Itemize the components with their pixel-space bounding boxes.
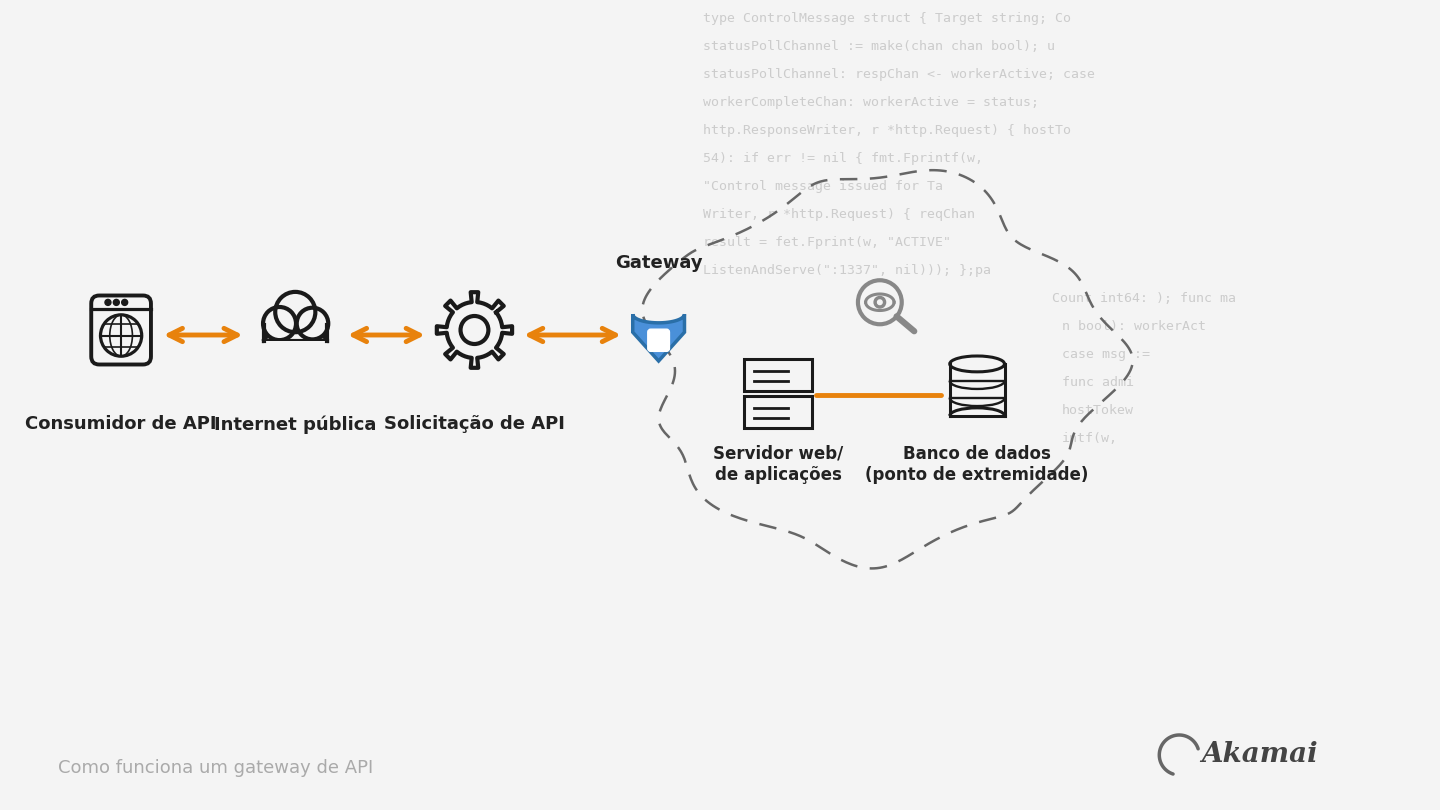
Circle shape <box>858 280 901 324</box>
Circle shape <box>874 296 886 308</box>
Text: Solicitação de API: Solicitação de API <box>384 415 564 433</box>
Bar <box>950 364 1005 416</box>
Circle shape <box>275 292 315 332</box>
Circle shape <box>122 300 128 305</box>
Circle shape <box>264 307 297 340</box>
Polygon shape <box>436 292 513 368</box>
Text: Internet pública: Internet pública <box>215 415 376 433</box>
Circle shape <box>461 316 488 344</box>
Text: case msg :=: case msg := <box>1061 348 1149 361</box>
Bar <box>744 396 812 428</box>
Text: "Control message issued for Ta: "Control message issued for Ta <box>703 180 943 193</box>
Text: Writer, r *http.Request) { reqChan: Writer, r *http.Request) { reqChan <box>703 208 975 221</box>
Polygon shape <box>632 314 684 361</box>
Text: Count int64: ); func ma: Count int64: ); func ma <box>1051 292 1236 305</box>
Text: Gateway: Gateway <box>615 254 703 272</box>
Circle shape <box>105 300 111 305</box>
Circle shape <box>114 300 120 305</box>
Text: http.ResponseWriter, r *http.Request) { hostTo: http.ResponseWriter, r *http.Request) { … <box>703 124 1071 137</box>
Bar <box>265 339 325 357</box>
FancyBboxPatch shape <box>648 329 670 352</box>
Text: Servidor web/
de aplicações: Servidor web/ de aplicações <box>713 445 844 484</box>
Bar <box>264 341 327 362</box>
Text: ListenAndServe(":1337", nil))); };pa: ListenAndServe(":1337", nil))); };pa <box>703 264 991 277</box>
Text: intf(w,: intf(w, <box>1061 432 1117 445</box>
FancyBboxPatch shape <box>91 296 151 364</box>
Text: Banco de dados
(ponto de extremidade): Banco de dados (ponto de extremidade) <box>865 445 1089 484</box>
Text: 54): if err != nil { fmt.Fprintf(w,: 54): if err != nil { fmt.Fprintf(w, <box>703 152 984 165</box>
Bar <box>264 304 327 343</box>
Text: statusPollChannel := make(chan chan bool); u: statusPollChannel := make(chan chan bool… <box>703 40 1056 53</box>
Text: workerCompleteChan: workerActive = status;: workerCompleteChan: workerActive = statu… <box>703 96 1040 109</box>
Text: Consumidor de API: Consumidor de API <box>26 415 217 433</box>
Bar <box>744 359 812 390</box>
Text: result = fet.Fprint(w, "ACTIVE": result = fet.Fprint(w, "ACTIVE" <box>703 236 952 249</box>
Text: Akamai: Akamai <box>1201 741 1318 769</box>
Text: func admi: func admi <box>1061 376 1133 389</box>
Circle shape <box>877 300 883 305</box>
Text: statusPollChannel: respChan <- workerActive; case: statusPollChannel: respChan <- workerAct… <box>703 68 1096 81</box>
Circle shape <box>297 308 328 339</box>
Text: Como funciona um gateway de API: Como funciona um gateway de API <box>59 759 373 777</box>
Text: hostTokew: hostTokew <box>1061 404 1133 417</box>
Text: type ControlMessage struct { Target string; Co: type ControlMessage struct { Target stri… <box>703 12 1071 25</box>
Text: n bool): workerAct: n bool): workerAct <box>1061 320 1205 333</box>
